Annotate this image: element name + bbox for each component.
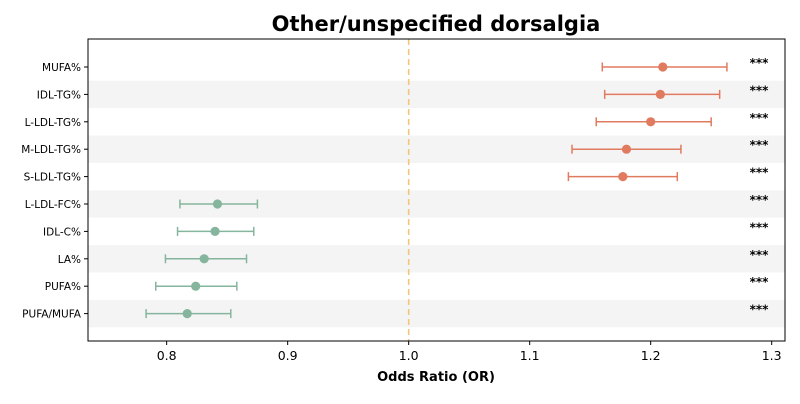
y-tick-label-l-ldl-fc: L-LDL-FC% <box>25 199 81 211</box>
sig-marker-l-ldl-tg: *** <box>750 111 770 125</box>
y-tick-label-la: LA% <box>58 254 81 266</box>
point-m-ldl-tg <box>621 144 632 154</box>
y-tick-label-pufa: PUFA% <box>45 281 81 293</box>
point-pufa <box>191 281 201 291</box>
sig-marker-m-ldl-tg: *** <box>750 138 770 152</box>
point-la <box>199 254 209 264</box>
significance-markers: *** *** *** *** *** *** *** *** *** *** <box>750 56 770 317</box>
y-axis-ticks: MUFA% IDL-TG% L-LDL-TG% M-LDL-TG% S-LDL-TG% L… <box>21 62 88 321</box>
point-idl-c <box>210 226 220 236</box>
y-tick-label-idl-c: IDL-C% <box>43 226 81 238</box>
sig-marker-idl-c: *** <box>750 220 770 234</box>
point-estimates <box>182 62 668 319</box>
point-pufa-mufa <box>182 309 192 319</box>
sig-marker-la: *** <box>750 248 770 262</box>
x-axis-ticks: 0.8 0.9 1.0 1.1 1.2 1.3 <box>157 341 782 363</box>
sig-marker-pufa-mufa: *** <box>750 303 770 317</box>
point-s-ldl-tg <box>618 172 628 182</box>
point-idl-tg <box>655 89 665 99</box>
y-tick-label-mufa: MUFA% <box>42 62 81 74</box>
x-tick-label-1-1: 1.1 <box>520 348 540 363</box>
y-tick-label-l-ldl-tg: L-LDL-TG% <box>25 117 81 129</box>
y-tick-label-s-ldl-tg: S-LDL-TG% <box>24 172 81 184</box>
x-tick-label-1-3: 1.3 <box>762 348 782 363</box>
point-l-ldl-tg <box>646 117 656 127</box>
x-tick-label-1-0: 1.0 <box>399 348 419 363</box>
plot-frame <box>87 38 786 342</box>
point-mufa <box>658 62 668 72</box>
chart-title: Other/unspecified dorsalgia <box>272 12 601 36</box>
sig-marker-mufa: *** <box>750 56 770 70</box>
sig-marker-s-ldl-tg: *** <box>750 166 770 180</box>
y-tick-label-idl-tg: IDL-TG% <box>37 89 81 101</box>
sig-marker-l-ldl-fc: *** <box>750 193 770 207</box>
sig-marker-pufa: *** <box>750 275 770 289</box>
x-axis-label: Odds Ratio (OR) <box>377 370 495 385</box>
x-tick-label-0-9: 0.9 <box>278 348 298 363</box>
y-tick-label-pufa-mufa: PUFA/MUFA <box>22 309 82 321</box>
y-tick-label-m-ldl-tg: M-LDL-TG% <box>21 144 81 156</box>
sig-marker-idl-tg: *** <box>750 83 770 97</box>
x-tick-label-1-2: 1.2 <box>641 348 661 363</box>
x-tick-label-0-8: 0.8 <box>157 348 177 363</box>
point-l-ldl-fc <box>212 199 223 209</box>
